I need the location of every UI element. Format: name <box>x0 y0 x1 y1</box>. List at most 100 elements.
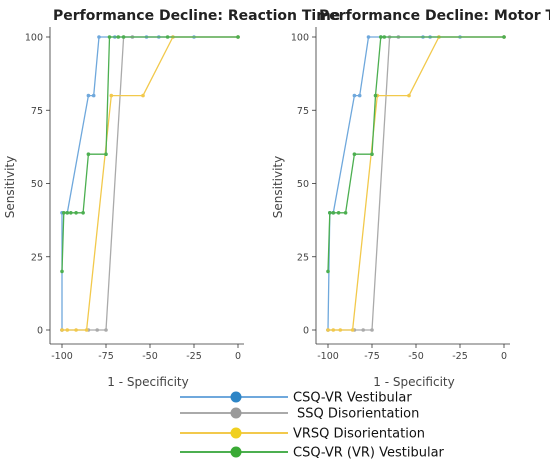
data-point <box>350 328 355 332</box>
y-tick-label: 50 <box>31 179 43 190</box>
x-axis-title: 1 - Specificity <box>107 375 188 389</box>
data-point <box>95 328 99 332</box>
data-point <box>502 35 506 39</box>
x-tick-label: -25 <box>186 351 202 362</box>
series-ssq-disorientation <box>326 35 506 332</box>
x-axis-title: 1 - Specificity <box>373 375 454 389</box>
y-tick-label: 100 <box>25 33 43 44</box>
data-point <box>361 328 366 332</box>
data-point <box>116 35 121 39</box>
data-point <box>65 328 70 332</box>
y-tick-label: 75 <box>31 106 43 117</box>
data-point <box>62 211 66 215</box>
x-tick-label: -75 <box>98 351 114 362</box>
x-tick-label: -75 <box>364 351 380 362</box>
data-point <box>331 328 336 332</box>
data-point <box>84 328 89 332</box>
x-tick-label: -50 <box>142 351 158 362</box>
data-point <box>236 35 240 39</box>
axes <box>49 27 244 345</box>
series-vrsq-disorientation <box>326 35 506 332</box>
data-point <box>326 328 330 332</box>
legend-item-vrsq-disorientation: VRSQ Disorientation <box>180 427 425 442</box>
data-point <box>357 93 362 98</box>
data-point <box>121 35 126 39</box>
series-csq-vr-vr-vestibular <box>326 35 506 274</box>
y-tick-label: 50 <box>297 179 309 190</box>
data-point <box>86 93 91 98</box>
series-csq-vr-vr-vestibular <box>60 35 240 274</box>
series-line <box>328 36 504 331</box>
legend-marker <box>230 427 242 439</box>
legend-marker <box>230 391 242 403</box>
data-point <box>165 35 170 39</box>
chart-panel-motor-time: Performance Decline: Motor Time Sensitiv… <box>271 8 550 389</box>
legend-label: VRSQ Disorientation <box>293 427 425 442</box>
x-tick-label: -100 <box>317 351 339 362</box>
data-point <box>328 211 332 215</box>
data-point <box>331 211 336 215</box>
y-axis-title: Sensitivity <box>271 156 285 218</box>
data-point <box>107 35 112 39</box>
legend-marker <box>230 407 242 419</box>
series-ssq-disorientation <box>60 35 240 332</box>
chart-title: Performance Decline: Motor Time <box>319 8 550 24</box>
data-point <box>91 93 96 98</box>
data-point <box>104 328 108 332</box>
data-point <box>141 93 145 98</box>
legend-label: CSQ-VR (VR) Vestibular <box>293 446 445 461</box>
data-point <box>97 35 101 39</box>
legend-marker <box>230 446 242 458</box>
data-point <box>370 152 374 156</box>
series-group <box>60 35 240 332</box>
y-tick-label: 25 <box>31 252 43 263</box>
series-line <box>62 36 238 331</box>
y-tick-label: 100 <box>291 33 309 44</box>
x-tick-label: -50 <box>408 351 424 362</box>
y-tick-label: 75 <box>297 106 309 117</box>
ticks: 0 25 50 75 100 -100 -75 -50 -25 0 <box>25 33 241 363</box>
legend-item-ssq-disorientation: SSQ Disorientation <box>180 407 419 422</box>
x-tick-label: 0 <box>501 351 507 362</box>
data-point <box>382 35 387 39</box>
legend-label: CSQ-VR Vestibular <box>293 391 412 406</box>
y-tick-label: 0 <box>37 326 43 337</box>
axes <box>315 27 510 345</box>
legend-label: SSQ Disorientation <box>297 407 419 422</box>
data-point <box>74 328 78 332</box>
data-point <box>60 269 64 274</box>
data-point <box>379 35 383 39</box>
data-point <box>343 211 348 215</box>
legend-item-csq-vr-vestibular: CSQ-VR Vestibular <box>180 391 412 406</box>
legend-item-csq-vr-vr-vestibular: CSQ-VR (VR) Vestibular <box>180 446 445 461</box>
data-point <box>336 211 341 215</box>
series-vrsq-disorientation <box>60 35 240 332</box>
x-tick-label: -25 <box>452 351 468 362</box>
x-tick-label: 0 <box>235 351 241 362</box>
data-point <box>352 152 357 156</box>
data-point <box>352 93 357 98</box>
data-point <box>370 328 374 332</box>
series-group <box>326 35 506 332</box>
data-point <box>109 93 114 98</box>
series-csq-vr-vestibular <box>326 35 506 332</box>
data-point <box>65 211 70 215</box>
y-axis-title: Sensitivity <box>3 156 17 218</box>
data-point <box>407 93 411 98</box>
data-point <box>373 93 378 98</box>
chart-panel-reaction-time: Performance Decline: Reaction Time Sensi… <box>3 8 340 389</box>
data-point <box>366 35 371 39</box>
data-point <box>104 152 108 156</box>
data-point <box>69 211 73 215</box>
y-tick-label: 25 <box>297 252 309 263</box>
data-point <box>338 328 343 332</box>
y-tick-label: 0 <box>303 326 309 337</box>
data-point <box>60 328 64 332</box>
data-point <box>74 211 78 215</box>
series-csq-vr-vestibular <box>60 35 240 332</box>
x-tick-label: -100 <box>51 351 73 362</box>
chart-title: Performance Decline: Reaction Time <box>53 8 340 24</box>
legend: CSQ-VR Vestibular SSQ Disorientation VRS… <box>180 391 445 461</box>
data-point <box>326 269 330 274</box>
